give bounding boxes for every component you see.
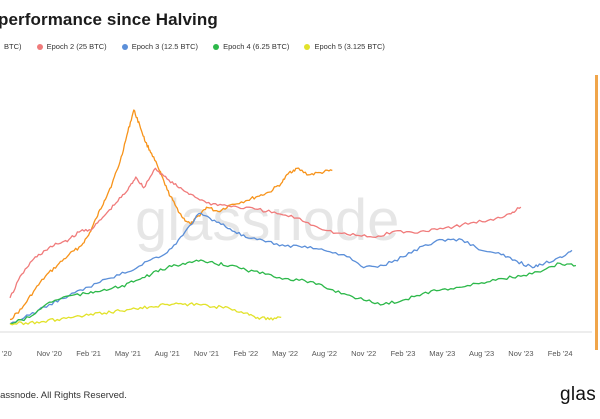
- series-line-epoch-5[interactable]: [9, 302, 282, 326]
- x-tick-label: Nov '21: [194, 349, 219, 358]
- chart-legend: BTC) Epoch 2 (25 BTC) Epoch 3 (12.5 BTC)…: [0, 42, 398, 52]
- x-tick-label: May '23: [429, 349, 455, 358]
- series-line-epoch-2[interactable]: [9, 167, 522, 299]
- legend-swatch: [36, 43, 43, 50]
- x-tick-label: May '22: [272, 349, 298, 358]
- x-tick-label: Nov '23: [508, 349, 533, 358]
- legend-label: Epoch 2 (25 BTC): [46, 42, 107, 51]
- x-tick-label: Feb '23: [391, 349, 416, 358]
- legend-label: Epoch 4 (6.25 BTC): [223, 42, 290, 51]
- legend-item-epoch-5[interactable]: Epoch 5 (3.125 BTC): [304, 42, 385, 51]
- legend-item-epoch-1[interactable]: BTC): [0, 42, 22, 51]
- x-tick-label: Nov '22: [351, 349, 376, 358]
- x-axis-ticks: '20 Nov '20 Feb '21 May '21 Aug '21 Nov '21 Fe…: [2, 349, 573, 358]
- x-tick-label: Feb '22: [233, 349, 258, 358]
- legend-swatch: [121, 43, 128, 50]
- series-line-epoch-4[interactable]: [9, 259, 577, 325]
- legend-label: BTC): [4, 42, 22, 51]
- x-tick-label: Aug '21: [155, 349, 180, 358]
- x-tick-label: Feb '21: [76, 349, 101, 358]
- series-layer: [9, 109, 577, 326]
- brand-logo: glas: [560, 384, 597, 405]
- chart-title: performance since Halving: [0, 10, 218, 29]
- right-edge-marker: [595, 75, 598, 350]
- legend-item-epoch-3[interactable]: Epoch 3 (12.5 BTC): [121, 42, 198, 51]
- legend-item-epoch-2[interactable]: Epoch 2 (25 BTC): [36, 42, 107, 51]
- x-tick-label: Feb '24: [548, 349, 573, 358]
- series-line-epoch-3[interactable]: [9, 212, 573, 325]
- legend-item-epoch-4[interactable]: Epoch 4 (6.25 BTC): [213, 42, 289, 51]
- x-tick-label: May '21: [115, 349, 141, 358]
- watermark: glassnode: [135, 188, 399, 253]
- x-tick-label: Nov '20: [37, 349, 62, 358]
- x-tick-label: Aug '23: [469, 349, 494, 358]
- x-tick-label: '20: [2, 349, 12, 358]
- legend-swatch: [213, 43, 220, 50]
- legend-swatch: [304, 43, 311, 50]
- x-tick-label: Aug '22: [312, 349, 337, 358]
- copyright-text: lassnode. All Rights Reserved.: [0, 390, 127, 401]
- legend-label: Epoch 3 (12.5 BTC): [131, 42, 198, 51]
- series-line-epoch-1[interactable]: [9, 109, 333, 321]
- legend-label: Epoch 5 (3.125 BTC): [314, 42, 385, 51]
